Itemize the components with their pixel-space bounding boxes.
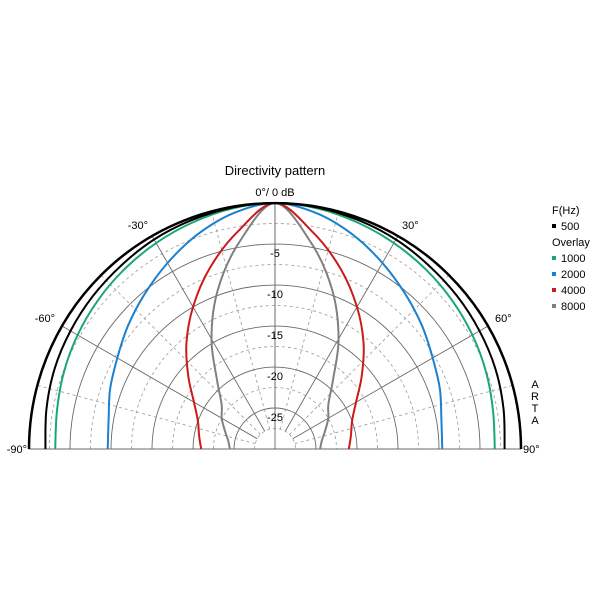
angle-label: 30° <box>402 220 419 232</box>
angle-label: -90° <box>7 444 27 456</box>
legend-swatch-8000 <box>552 304 556 308</box>
grid-radial-minor <box>37 384 256 445</box>
legend-swatch-1000 <box>552 256 556 260</box>
legend-label-500: 500 <box>561 221 579 233</box>
radial-labels: -5 -10 -15 -20 -25 <box>267 248 283 424</box>
grid-radial-major <box>284 235 399 432</box>
grid-radial-major <box>151 235 266 432</box>
angle-labels: -90° -60° -30° 30° 60° 90° <box>7 220 540 456</box>
legend-label-8000: 8000 <box>561 301 585 313</box>
top-label: 0°/ 0 dB <box>255 187 294 199</box>
angle-label: 90° <box>523 444 540 456</box>
radial-label: -10 <box>267 289 283 301</box>
outer-boundary-arc <box>27 201 523 450</box>
grid-radial-minor <box>210 211 271 430</box>
radial-label: -20 <box>267 371 283 383</box>
angle-label: -30° <box>128 220 148 232</box>
legend-label-4000: 4000 <box>561 285 585 297</box>
outer-arc <box>27 201 523 450</box>
grid-radial-major <box>61 325 258 440</box>
legend-header: F(Hz) <box>552 205 580 217</box>
grid-radial-minor <box>289 274 450 435</box>
legend-label-2000: 2000 <box>561 269 585 281</box>
grid-radial-minor <box>294 384 513 445</box>
legend-swatch-4000 <box>552 288 556 292</box>
watermark-letter: R <box>531 391 539 403</box>
grid-radial-minor <box>100 274 261 435</box>
legend-label-1000: 1000 <box>561 253 585 265</box>
watermark-letter: A <box>531 379 539 391</box>
watermark-letter: T <box>532 403 539 415</box>
angle-label: 60° <box>495 313 512 325</box>
grid-radial-major <box>292 325 489 440</box>
grid-circle-minor <box>172 346 378 450</box>
legend: F(Hz) Overlay 500 1000 2000 4000 8000 <box>552 205 590 313</box>
angle-label: -60° <box>35 313 55 325</box>
polar-grid <box>29 203 521 450</box>
watermark-letter: A <box>531 415 539 427</box>
legend-overlay-header: Overlay <box>552 237 590 249</box>
radial-label: -25 <box>267 412 283 424</box>
legend-swatch-500 <box>552 224 556 228</box>
radial-label: -5 <box>270 248 280 260</box>
chart-title: Directivity pattern <box>225 163 325 178</box>
grid-radial-minor <box>279 211 340 430</box>
legend-swatch-2000 <box>552 272 556 276</box>
radial-label: -15 <box>267 330 283 342</box>
grid-circle-minor <box>131 305 419 450</box>
